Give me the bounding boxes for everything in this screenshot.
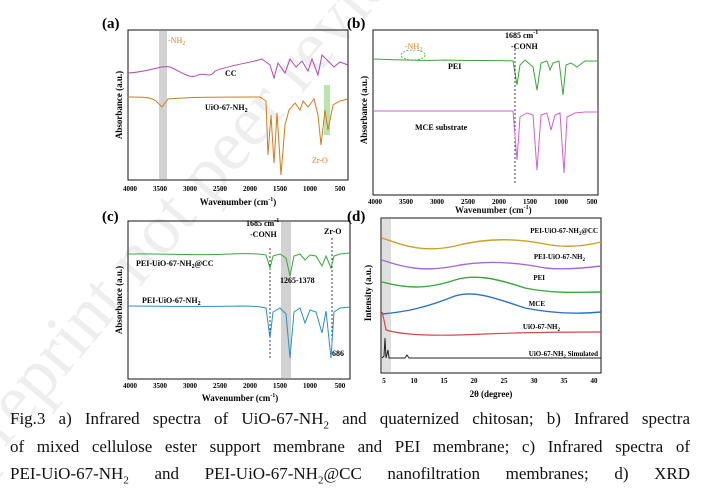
panel-c-xlabel: Wavenumber (cm-1) — [202, 393, 279, 403]
panel-a-uio-curve — [127, 96, 349, 176]
panel-d-xtick-4: 25 — [501, 377, 509, 385]
panel-c-range-label: 1265-1378 — [280, 276, 315, 285]
panel-d-curve-3 — [381, 293, 602, 315]
panel-c: (c) Absorbance (a.u.) PEI-UiO-67-NH2@CC … — [102, 209, 351, 403]
panel-c-xtick-2: 3000 — [183, 382, 198, 390]
panel-b-xtick-3: 2500 — [461, 198, 476, 206]
panel-c-band — [281, 222, 291, 378]
panel-b-group-label: -CONH — [511, 42, 538, 51]
panel-c-ylabel: Absorbance (a.u.) — [114, 266, 124, 334]
caption-line-1: Fig.3 a) Infrared spectra of UiO-67-NH2 … — [10, 409, 690, 432]
panel-b-xtick-6: 1000 — [554, 198, 569, 206]
panel-a-xtick-5: 1500 — [273, 185, 288, 193]
panel-a-cc-label: CC — [225, 69, 237, 78]
panel-d-curve-0 — [381, 237, 602, 250]
panel-a-xtick-4: 2000 — [243, 185, 258, 193]
panel-a-xtick-0: 4000 — [123, 185, 138, 193]
panel-c-xtick-3: 2500 — [213, 382, 228, 390]
panel-d-label-4: UiO-67-NH2 — [523, 323, 561, 333]
panel-d-band — [382, 219, 391, 372]
panel-c-frame — [127, 220, 351, 380]
panel-b-xtick-7: 500 — [587, 198, 598, 206]
panel-c-cc-curve — [127, 252, 351, 277]
panel-b-xtick-4: 2000 — [492, 198, 507, 206]
panel-c-pei-label: PEI-UiO-67-NH2 — [142, 296, 201, 307]
panel-d-labels: PEI-UiO-67-NH2@CC PEI-UiO-67-NH2 PEI MCE… — [523, 227, 598, 360]
caption-line-3: PEI-UiO-67-NH2 and PEI-UiO-67-NH2@CC nan… — [10, 464, 691, 487]
panel-d-label-3: MCE — [529, 300, 546, 308]
panel-d-letter: (d) — [347, 209, 365, 225]
panel-c-zro-label: Zr-O — [324, 227, 341, 236]
panel-c-xtick-7: 500 — [335, 382, 346, 390]
panel-c-xtick-0: 4000 — [123, 382, 138, 390]
panel-a-letter: (a) — [102, 16, 120, 32]
panel-a-xtick-1: 3500 — [153, 185, 168, 193]
panel-b-ylabel: Absorbance (a.u.) — [359, 76, 369, 144]
panel-b-xtick-5: 1500 — [523, 198, 538, 206]
panel-c-letter: (c) — [102, 209, 119, 225]
panel-d-label-1: PEI-UiO-67-NH2 — [534, 253, 586, 263]
panel-d-ylabel: Intensity (a.u.) — [363, 265, 373, 321]
panel-d-xticks: 5 10 15 20 25 30 35 40 — [382, 377, 598, 385]
panel-c-xtick-5: 1500 — [273, 382, 288, 390]
panel-a-zro-label: Zr-O — [312, 156, 328, 165]
panel-b-peak-label: 1685 cm-1 — [505, 30, 538, 40]
panel-b-xlabel: Wavenumber (cm-1) — [455, 205, 532, 215]
panel-d-xtick-3: 20 — [471, 377, 479, 385]
panel-a-zro-band — [324, 85, 330, 135]
panel-a-xlabel: Wavenumber (cm-1) — [200, 197, 277, 207]
panel-d-curve-1 — [381, 259, 602, 270]
panel-b-mce-label: MCE substrate — [415, 123, 468, 132]
panel-b-nh2-label: -NH2 — [405, 42, 422, 53]
panel-b-xtick-1: 3500 — [399, 198, 414, 206]
panel-a-xtick-6: 1000 — [303, 185, 318, 193]
panel-c-peak-label: 1685 cm-1 — [246, 218, 279, 228]
panel-c-group-label: -CONH — [250, 230, 277, 239]
panel-c-pei-curve — [127, 305, 351, 359]
panel-a-xtick-7: 500 — [335, 185, 346, 193]
panel-a: (a) Absorbance (a.u.) CC UiO-67-NH2 -NH2… — [102, 16, 349, 207]
panel-b-nh2-circle — [400, 49, 426, 61]
panel-a-cc-curve — [127, 53, 349, 80]
panel-b-pei-label: PEI — [448, 62, 461, 71]
panel-b: (b) Absorbance (a.u.) PEI -NH2 1685 cm-1… — [347, 16, 599, 206]
panel-c-xtick-1: 3500 — [153, 382, 168, 390]
panel-d-curve-4 — [381, 311, 602, 336]
panel-d-frame — [380, 217, 602, 374]
panel-b-letter: (b) — [347, 16, 365, 32]
panel-d-label-5: UiO-67-NH2 Simulated — [529, 350, 598, 360]
panel-b-xticks: 4000 3500 3000 2500 2000 1500 1000 500 — [368, 198, 598, 206]
panel-d: (d) Intensity (a.u.) PEI-UiO-67-NH2@CC P… — [347, 209, 602, 399]
panel-b-pei-curve — [372, 58, 598, 96]
panel-b-xtick-2: 3000 — [430, 198, 445, 206]
panel-d-curve-2 — [381, 276, 602, 294]
panel-c-686-label: 686 — [332, 349, 344, 358]
panel-d-xtick-0: 5 — [382, 377, 386, 385]
panel-a-nh2-label: -NH2 — [168, 36, 185, 47]
caption-line-2: of mixed cellulose ester support membran… — [10, 436, 690, 456]
panel-d-xlabel: 2θ (degree) — [470, 389, 513, 399]
panel-a-frame — [127, 29, 349, 181]
panel-a-uio-label: UiO-67-NH2 — [205, 103, 248, 114]
panel-d-label-2: PEI — [533, 274, 545, 282]
panel-d-label-0: PEI-UiO-67-NH2@CC — [530, 227, 598, 237]
figure-caption: Fig.3 a) Infrared spectra of UiO-67-NH2 … — [10, 405, 690, 488]
panel-a-xticks: 4000 3500 3000 2500 2000 1500 1000 500 — [123, 185, 346, 193]
panel-d-curve-5 — [381, 337, 601, 359]
panel-a-ylabel: Absorbance (a.u.) — [114, 71, 124, 139]
panel-c-cc-label: PEI-UiO-67-NH2@CC — [136, 259, 214, 270]
panel-c-xtick-4: 2000 — [243, 382, 258, 390]
panel-c-xtick-6: 1000 — [303, 382, 318, 390]
panel-b-xtick-0: 4000 — [368, 198, 383, 206]
panel-d-xtick-1: 10 — [411, 377, 419, 385]
panel-d-xtick-6: 35 — [561, 377, 569, 385]
panel-c-xticks: 4000 3500 3000 2500 2000 1500 1000 500 — [123, 382, 346, 390]
panel-a-xtick-2: 3000 — [183, 185, 198, 193]
panel-d-xtick-5: 30 — [531, 377, 539, 385]
panel-a-xtick-3: 2500 — [213, 185, 228, 193]
panel-d-xtick-7: 40 — [591, 377, 599, 385]
panel-b-mce-curve — [372, 110, 598, 174]
panel-d-xtick-2: 15 — [441, 377, 449, 385]
